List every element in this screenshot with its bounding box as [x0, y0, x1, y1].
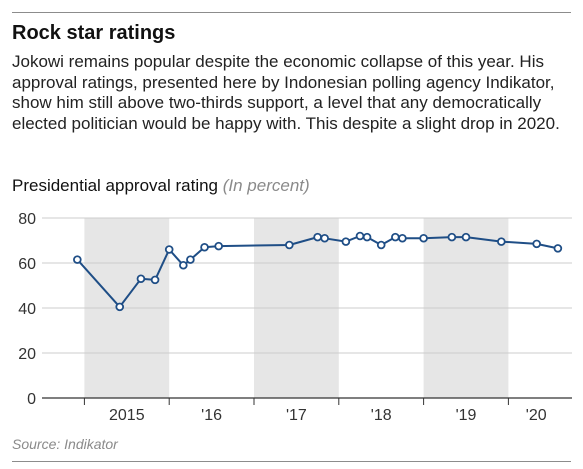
data-point — [164, 245, 174, 254]
y-tick-label: 20 — [18, 346, 36, 363]
data-point — [186, 255, 195, 264]
chart-unit: (In percent) — [222, 176, 310, 195]
data-point — [150, 275, 160, 285]
y-tick-label: 80 — [18, 211, 36, 228]
data-point — [362, 232, 372, 242]
x-tick-label: '17 — [286, 407, 307, 424]
data-point — [461, 232, 471, 242]
data-point — [419, 233, 428, 243]
x-tick-label: 2015 — [109, 407, 145, 424]
data-point — [497, 237, 506, 246]
headline: Rock star ratings — [12, 22, 176, 44]
data-point — [214, 241, 223, 251]
tick-labels: 0 20 40 60 80 2015 '16 '17 '18 '19 '20 — [18, 211, 547, 424]
data-point — [200, 242, 209, 252]
data-point — [376, 240, 386, 250]
data-point — [73, 255, 82, 264]
x-tick-label: '19 — [456, 407, 477, 424]
y-tick-label: 60 — [18, 256, 36, 273]
data-point — [285, 240, 294, 250]
data-point — [398, 233, 407, 243]
data-point — [115, 302, 125, 312]
data-point — [136, 274, 146, 284]
data-point — [313, 232, 322, 242]
x-tick-label: '16 — [201, 407, 222, 424]
y-tick-label: 40 — [18, 301, 36, 318]
data-point — [320, 233, 329, 243]
source-note: Source: Indikator — [12, 436, 118, 452]
data-point — [179, 260, 188, 270]
data-point — [447, 232, 457, 242]
x-tick-label: '18 — [371, 407, 392, 424]
chart-title-text: Presidential approval rating — [12, 176, 219, 195]
y-gridlines — [42, 217, 572, 354]
data-point — [341, 237, 351, 246]
data-point — [355, 231, 365, 241]
bottom-rule — [12, 461, 571, 462]
data-point — [391, 232, 400, 242]
data-point — [553, 244, 563, 253]
series-points — [73, 231, 563, 312]
data-point — [532, 239, 541, 249]
y-tick-label: 0 — [27, 391, 36, 408]
axes — [42, 397, 572, 405]
description: Jokowi remains popular despite the econo… — [12, 52, 560, 133]
chart-title: Presidential approval rating (In percent… — [12, 176, 310, 196]
top-rule — [12, 12, 571, 13]
x-tick-label: '20 — [526, 407, 547, 424]
